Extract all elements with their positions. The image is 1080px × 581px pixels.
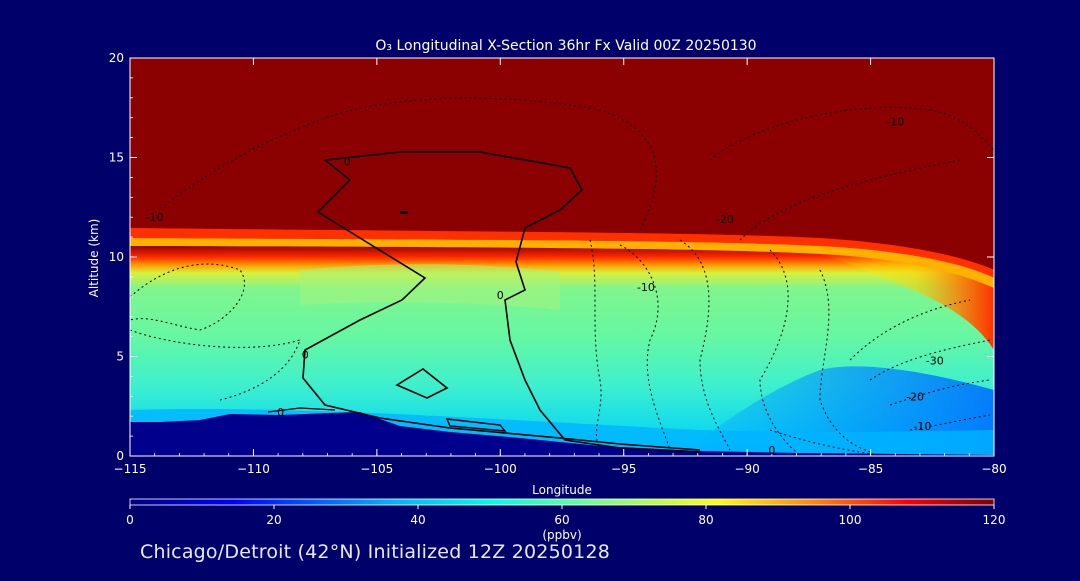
colorbar-tick-label: 100 [839,513,862,527]
x-tick-label: −115 [114,462,147,476]
x-tick-label: −105 [360,462,393,476]
x-tick-label: −85 [858,462,883,476]
x-tick-label: −100 [484,462,517,476]
y-tick-label: 0 [116,449,124,463]
y-axis-label: Altitude (km) [87,219,101,298]
contour-label: 0 [277,406,284,419]
colorbar-label: (ppbv) [542,528,581,542]
chart-title: O₃ Longitudinal X-Section 36hr Fx Valid … [375,38,756,54]
y-tick-label: 10 [109,250,124,264]
colorbar-tick-label: 120 [983,513,1006,527]
x-tick-label: −80 [981,462,1006,476]
x-tick-label: −90 [734,462,759,476]
colorbar-ticks: 0 20 40 60 80 100 120 [126,505,1005,527]
contour-label: -20 [906,390,924,403]
contour-label: -20 [716,213,734,226]
y-axis-ticks: 0 5 10 15 20 [109,51,994,463]
colorbar-tick-label: 40 [410,513,425,527]
colorbar [129,498,995,506]
colorbar-tick-label: 0 [126,513,134,527]
y-tick-label: 15 [109,151,124,165]
contour-label: 0 [768,444,775,457]
y-tick-label: 5 [116,350,124,364]
colorbar-tick-label: 80 [698,513,713,527]
footer-title: Chicago/Detroit (42°N) Initialized 12Z 2… [140,541,611,563]
x-tick-label: −95 [611,462,636,476]
contour-label: -10 [146,211,164,224]
contour-label: 0 [497,289,504,302]
y-tick-label: 20 [109,51,124,65]
contour-lines [130,97,994,456]
contour-label: -10 [913,420,931,433]
colorbar-tick-label: 60 [554,513,569,527]
x-axis-ticks: −115 −110 −105 −100 −95 −90 −85 −80 [114,58,1007,476]
x-tick-label: −110 [237,462,270,476]
contour-label: 0 [344,155,351,168]
contour-label: -10 [886,116,904,129]
colorbar-tick-label: 20 [266,513,281,527]
ozone-field [130,58,994,456]
contour-label: 0 [302,349,309,362]
contour-label: -30 [926,354,944,367]
x-axis-label: Longitude [532,483,592,497]
contour-label: -10 [637,281,655,294]
contour-labels: 0 -10 -10 -20 0 -10 0 0 -30 -20 -10 0 [146,116,944,457]
